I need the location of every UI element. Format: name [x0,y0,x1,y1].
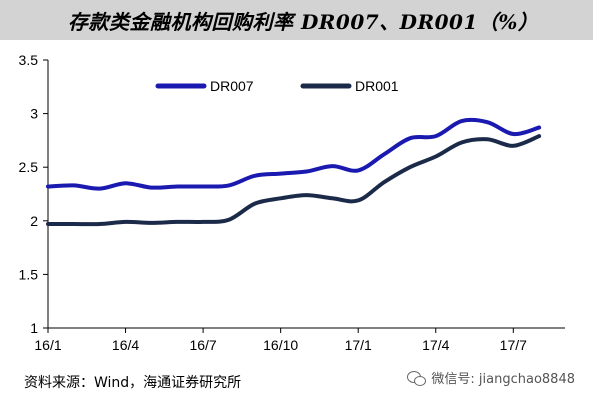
y-tick-label: 2 [30,213,38,229]
y-tick-label: 2.5 [19,159,39,175]
y-tick-label: 3.5 [19,52,39,68]
x-tick-label: 17/4 [422,337,449,353]
x-tick-label: 17/7 [500,337,527,353]
legend-label-dr001: DR001 [355,78,399,94]
y-tick-label: 1 [30,320,38,336]
x-tick-label: 16/4 [112,337,139,353]
y-tick-label: 1.5 [19,266,39,282]
chart-title: 存款类金融机构回购利率 DR007、DR001（%） [68,9,539,34]
wechat-icon [407,370,427,386]
line-chart: 1 1.5 2 2.5 3 3.5 16/1 16/4 16/7 16/10 17/1 17/4 17/… [19,52,565,353]
legend-label-dr007: DR007 [210,78,254,94]
x-tick-label: 17/1 [345,337,372,353]
source-note: 资料来源：Wind，海通证券研究所 [24,375,242,391]
x-tick-label: 16/10 [263,337,298,353]
watermark: 微信号: jiangchao8848 [407,368,575,387]
series-line-dr001 [46,134,542,227]
x-tick-label: 16/7 [189,337,216,353]
y-tick-label: 3 [30,106,38,122]
watermark-label: 微信号: jiangchao8848 [431,372,575,387]
chart-title-bar: 存款类金融机构回购利率 DR007、DR001（%） [0,0,593,40]
series-line-dr007 [46,117,542,191]
x-tick-label: 16/1 [34,337,61,353]
